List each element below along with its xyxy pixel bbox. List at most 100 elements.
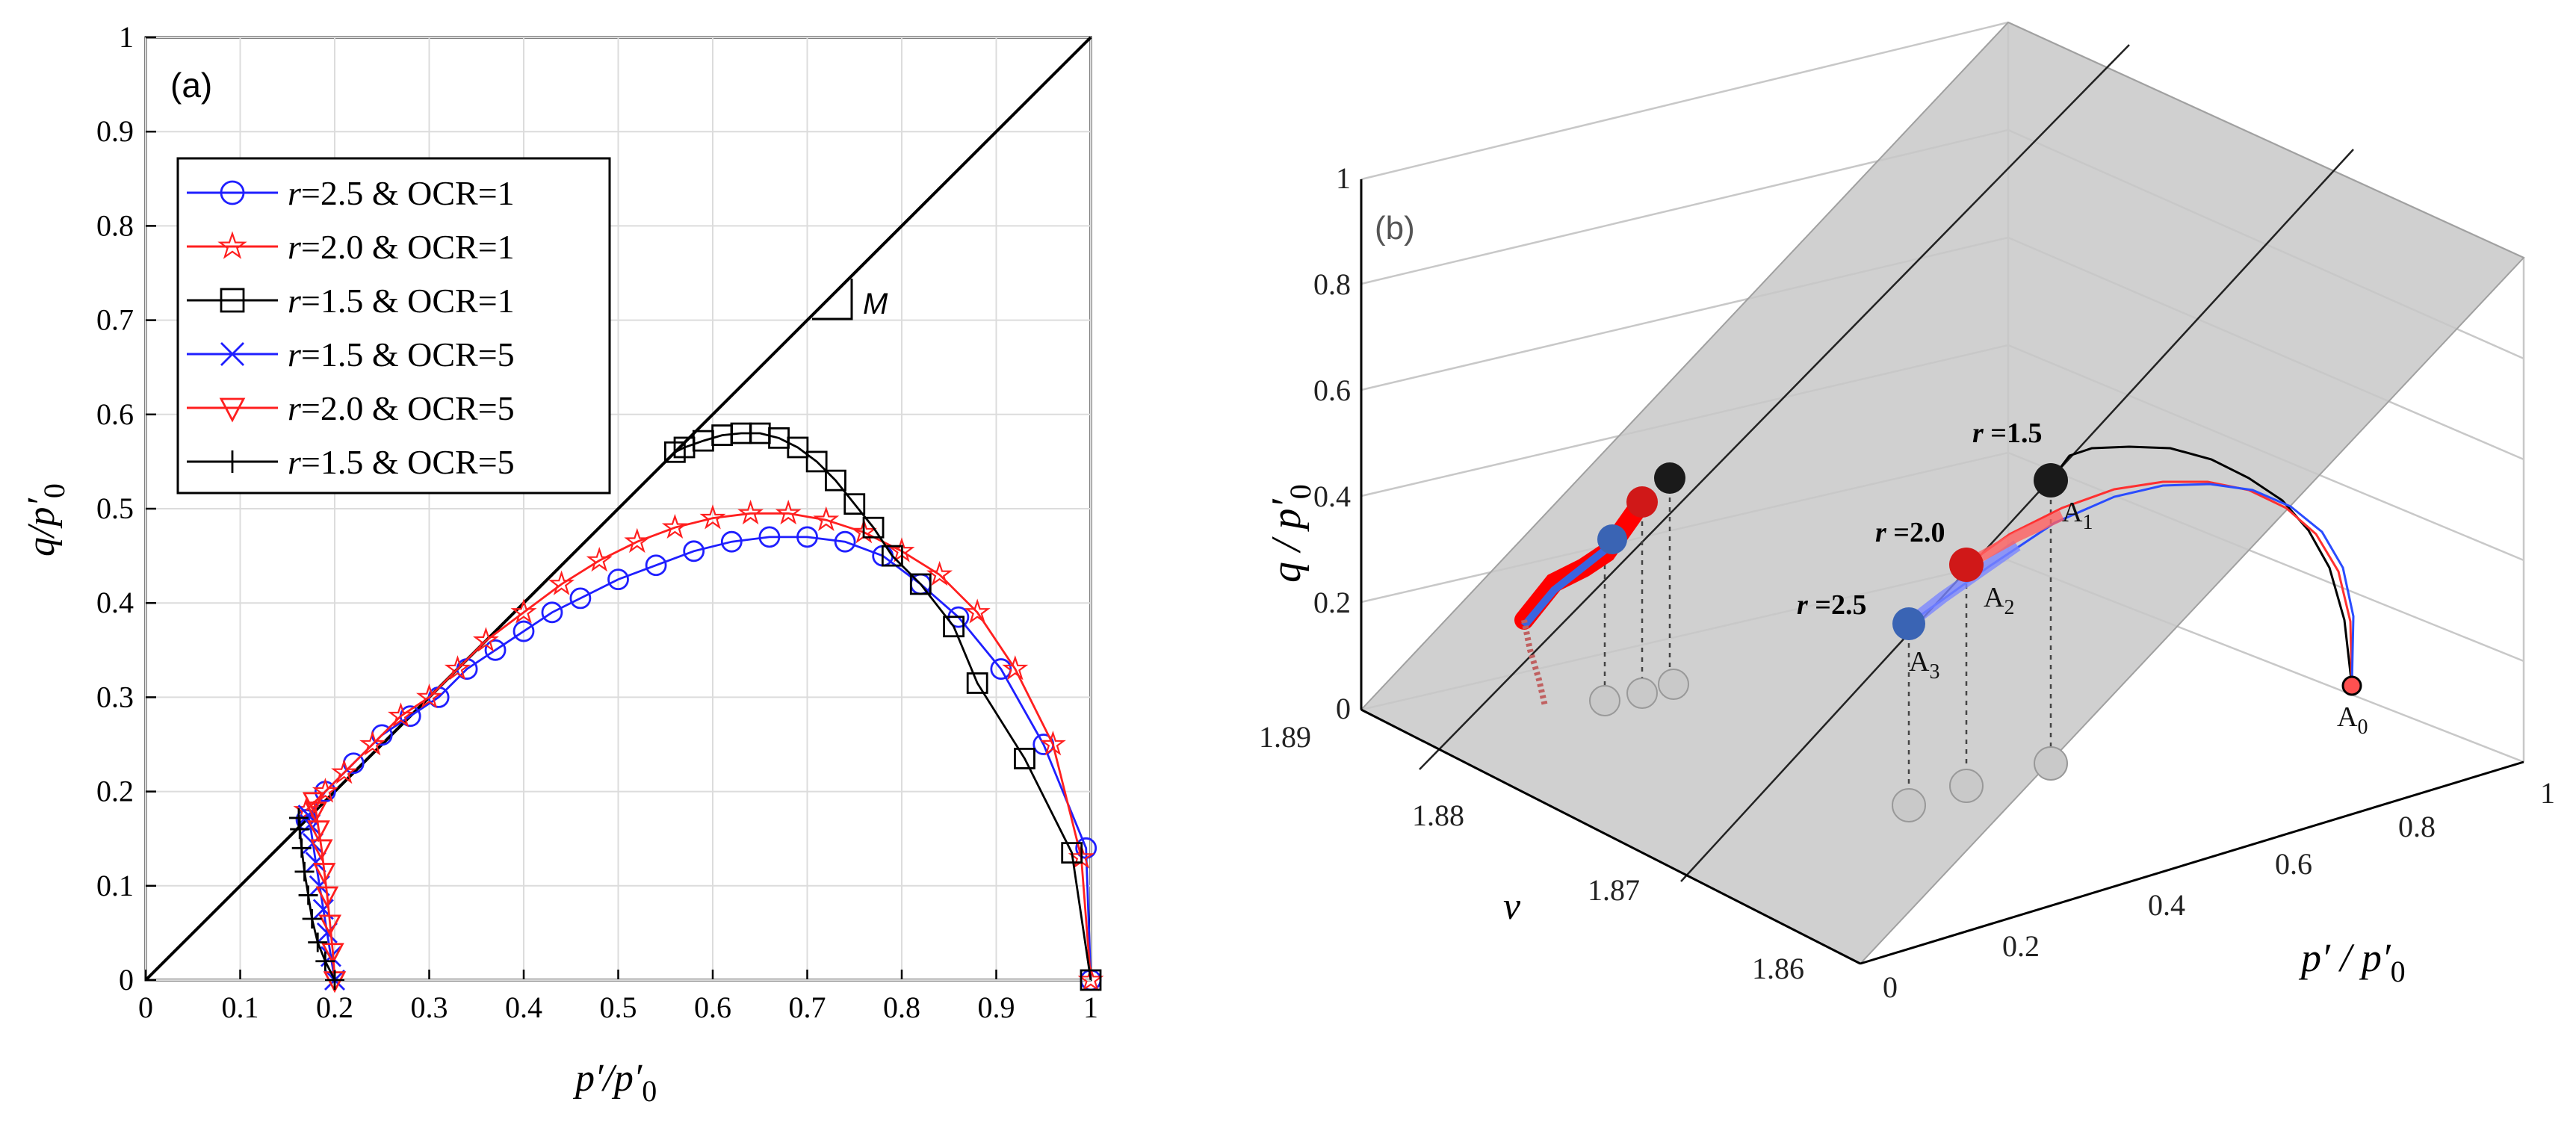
data-point xyxy=(1077,966,1104,991)
legend-entry: r=1.5 & OCR=5 xyxy=(187,335,515,374)
data-point xyxy=(302,792,326,814)
data-point xyxy=(220,342,244,366)
legend-entry: r=2.0 & OCR=1 xyxy=(187,228,515,266)
p-tick-0.8: 0.8 xyxy=(2398,810,2436,843)
csl-line xyxy=(144,36,1092,982)
axes-b xyxy=(1360,179,2524,965)
data-point xyxy=(1080,969,1102,991)
sphere-red-left xyxy=(1626,486,1658,518)
x-tick-label: 0.4 xyxy=(505,991,542,1024)
y-tick-label: 0 xyxy=(119,963,134,997)
data-point xyxy=(1002,655,1029,681)
legend-label: r=1.5 & OCR=1 xyxy=(288,282,515,320)
data-point xyxy=(569,587,592,610)
data-point xyxy=(586,547,613,572)
panel-label-b: (b) xyxy=(1375,210,1415,247)
data-point xyxy=(309,839,333,861)
data-point xyxy=(359,730,386,756)
series-line xyxy=(306,512,1092,981)
y-tick-label: 0.6 xyxy=(96,397,134,431)
grey-sphere xyxy=(2034,746,2068,781)
data-point xyxy=(294,861,315,881)
data-point xyxy=(1039,730,1066,756)
legend-entries: r=2.5 & OCR=1 r=2.0 & OCR=1 r=1.5 & OCR=1 r… xyxy=(187,174,515,481)
data-point xyxy=(699,504,726,530)
v-tick-labels: 1.89 1.88 1.87 1.86 xyxy=(1259,720,1804,985)
x-tick-label: 0.7 xyxy=(789,991,826,1024)
legend-label: r=2.0 & OCR=1 xyxy=(288,228,515,266)
data-point xyxy=(607,568,629,591)
legend: r=2.5 & OCR=1 r=2.0 & OCR=1 r=1.5 & OCR=1 r… xyxy=(176,157,611,495)
data-point xyxy=(221,450,244,473)
point-A3: A3 xyxy=(1909,646,1939,684)
z-tick-labels: 0 0.2 0.4 0.6 0.8 1 xyxy=(1313,161,1351,725)
data-point xyxy=(308,932,328,952)
data-point xyxy=(720,530,743,553)
legend-entry: r=1.5 & OCR=1 xyxy=(187,282,515,320)
data-point xyxy=(304,802,328,824)
y-tick-label: 0.4 xyxy=(96,586,134,619)
data-point xyxy=(513,620,535,642)
y-tick-label: 1 xyxy=(119,20,134,54)
x-tick-label: 0.2 xyxy=(316,991,353,1024)
data-point xyxy=(416,684,442,709)
data-point xyxy=(624,527,651,554)
data-point xyxy=(220,288,245,313)
data-point xyxy=(1014,748,1035,769)
annotation-r25: r =2.5 xyxy=(1797,589,1866,621)
sphere-blue-A3 xyxy=(1892,607,1925,640)
v-tick-1.87: 1.87 xyxy=(1588,873,1640,907)
data-point xyxy=(291,838,312,858)
p-axis-label-b: p′ / p′0 xyxy=(2298,935,2406,988)
slope-triangle xyxy=(812,279,853,320)
data-point xyxy=(484,639,507,661)
p-tick-1: 1 xyxy=(2540,776,2555,810)
data-point xyxy=(444,655,471,681)
data-point xyxy=(510,598,537,624)
legend-box xyxy=(176,157,611,495)
x-tick-label: 0 xyxy=(138,991,153,1024)
data-point xyxy=(312,863,336,885)
legend-label: r=1.5 & OCR=5 xyxy=(288,335,515,374)
legend-label: r=2.5 & OCR=1 xyxy=(288,174,515,212)
data-point xyxy=(387,702,415,728)
p-tick-0.2: 0.2 xyxy=(2002,929,2040,963)
panel-label-a: (a) xyxy=(170,66,212,105)
y-axis-label-a: q/p′0 xyxy=(20,483,71,557)
data-point xyxy=(302,908,322,929)
data-point xyxy=(737,499,764,525)
x-tick-label: 1 xyxy=(1083,991,1098,1024)
state-spheres xyxy=(1597,462,2362,696)
data-point xyxy=(325,970,344,990)
slope-marker: M xyxy=(812,279,888,320)
point-A0: A0 xyxy=(2337,701,2368,739)
sphere-blue-left xyxy=(1597,524,1627,554)
data-point xyxy=(775,499,802,525)
data-point xyxy=(862,516,885,539)
series-a xyxy=(288,422,1104,994)
v-tick-1.86: 1.86 xyxy=(1752,952,1804,985)
data-point xyxy=(1061,842,1083,864)
series-5 xyxy=(288,808,344,990)
p-tick-0.4: 0.4 xyxy=(2148,888,2185,922)
y-tick-label: 0.5 xyxy=(96,492,134,525)
sphere-black-A1 xyxy=(2034,463,2068,498)
data-point xyxy=(964,598,991,624)
z-tick-0.6: 0.6 xyxy=(1313,374,1351,407)
curve-b-blue xyxy=(1908,483,2355,686)
data-point xyxy=(834,530,856,553)
x-tick-label: 0.5 xyxy=(600,991,637,1024)
data-point xyxy=(288,808,309,828)
drop-lines xyxy=(1603,478,2052,803)
z-tick-0: 0 xyxy=(1336,692,1351,725)
data-point xyxy=(758,526,781,548)
z-tick-0.4: 0.4 xyxy=(1313,480,1351,513)
panel-a: 0 0.1 0.2 0.3 0.4 0.5 0.6 0.7 0.8 0.9 1 0 0.1 0.2 0.3 0… xyxy=(20,20,1104,1108)
v-tick-1.88: 1.88 xyxy=(1412,799,1464,832)
curves-b xyxy=(1514,445,2355,707)
slope-label: M xyxy=(863,288,888,320)
x-tick-label: 0.3 xyxy=(411,991,448,1024)
x-tick-label: 0.1 xyxy=(222,991,259,1024)
v-axis-label-b: ν xyxy=(1503,885,1521,928)
